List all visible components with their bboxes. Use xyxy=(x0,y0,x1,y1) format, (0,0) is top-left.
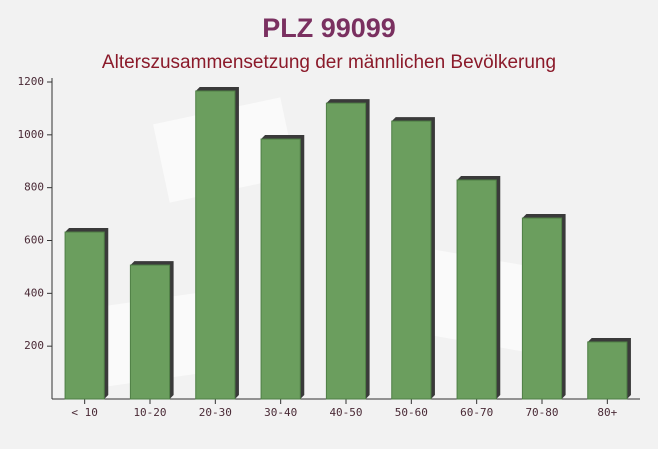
x-tick-label: 20-30 xyxy=(199,406,232,419)
bar xyxy=(64,231,105,400)
chart-title: PLZ 99099 xyxy=(262,13,396,43)
bar xyxy=(587,341,628,400)
bar xyxy=(391,120,432,400)
bar xyxy=(195,90,236,400)
y-tick-label: 800 xyxy=(24,181,44,194)
bar xyxy=(521,217,563,400)
bar xyxy=(325,102,367,400)
x-tick-label: < 10 xyxy=(71,406,98,419)
bar xyxy=(260,138,301,400)
y-tick-label: 400 xyxy=(24,286,44,299)
y-tick-label: 1000 xyxy=(18,128,45,141)
x-tick-label: 30-40 xyxy=(264,406,297,419)
bar xyxy=(456,179,497,400)
x-tick-label: 80+ xyxy=(597,406,617,419)
x-tick-label: 60-70 xyxy=(460,406,493,419)
y-tick-label: 200 xyxy=(24,339,44,352)
x-tick-label: 40-50 xyxy=(329,406,362,419)
y-tick-label: 1200 xyxy=(18,75,45,88)
bar xyxy=(129,264,171,400)
x-tick-label: 50-60 xyxy=(395,406,428,419)
x-tick-label: 70-80 xyxy=(525,406,558,419)
chart-subtitle: Alterszusammensetzung der männlichen Bev… xyxy=(102,52,556,73)
x-tick-label: 10-20 xyxy=(133,406,166,419)
y-tick-label: 600 xyxy=(24,234,44,247)
